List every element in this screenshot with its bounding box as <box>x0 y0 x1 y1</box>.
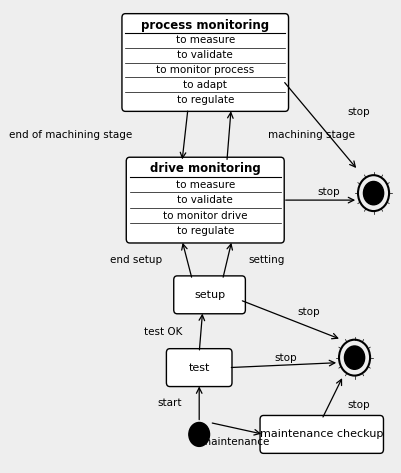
Text: maintenance: maintenance <box>201 438 269 447</box>
Text: setup: setup <box>194 290 225 300</box>
Circle shape <box>363 182 384 205</box>
Circle shape <box>189 422 210 447</box>
Text: to adapt: to adapt <box>183 80 227 90</box>
Text: maintenance checkup: maintenance checkup <box>260 429 383 439</box>
FancyBboxPatch shape <box>260 415 383 453</box>
Text: to measure: to measure <box>176 180 235 190</box>
Text: stop: stop <box>274 353 297 363</box>
Text: stop: stop <box>348 107 370 117</box>
Text: stop: stop <box>298 307 320 317</box>
Text: to measure: to measure <box>176 35 235 45</box>
Circle shape <box>344 346 365 369</box>
Text: test OK: test OK <box>144 327 182 337</box>
Text: start: start <box>158 397 182 408</box>
FancyBboxPatch shape <box>174 276 245 314</box>
Text: to validate: to validate <box>177 50 233 60</box>
Text: stop: stop <box>348 400 370 410</box>
Text: setting: setting <box>248 255 285 265</box>
Text: to monitor process: to monitor process <box>156 65 254 75</box>
FancyBboxPatch shape <box>166 349 232 386</box>
Text: end of machining stage: end of machining stage <box>9 130 132 140</box>
Text: to validate: to validate <box>177 195 233 205</box>
Text: end setup: end setup <box>110 255 162 265</box>
FancyBboxPatch shape <box>126 157 284 243</box>
Text: machining stage: machining stage <box>268 130 355 140</box>
Text: to regulate: to regulate <box>176 95 234 105</box>
Text: to monitor drive: to monitor drive <box>163 210 247 221</box>
Text: process monitoring: process monitoring <box>141 18 269 32</box>
Text: test: test <box>188 363 210 373</box>
Text: drive monitoring: drive monitoring <box>150 163 261 175</box>
Text: to regulate: to regulate <box>176 226 234 236</box>
Text: stop: stop <box>317 187 340 197</box>
FancyBboxPatch shape <box>122 14 289 111</box>
